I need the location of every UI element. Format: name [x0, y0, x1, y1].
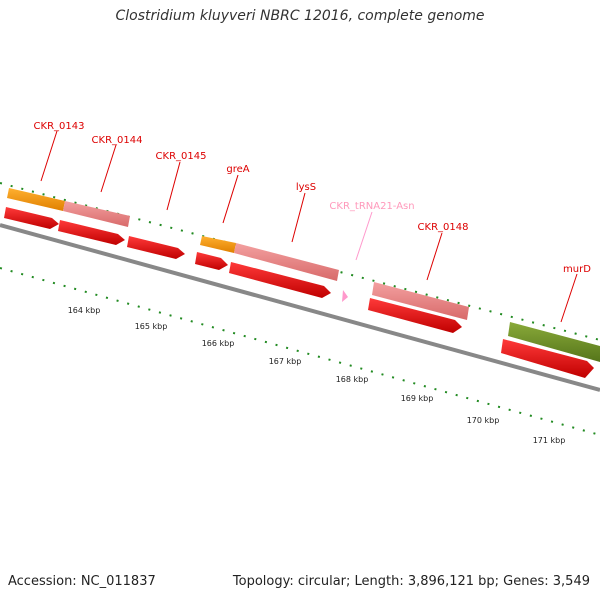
- leader-ckr-0143: [40, 130, 58, 182]
- leader-trna: [355, 211, 373, 261]
- label-ckr-0145[interactable]: CKR_0145: [156, 151, 207, 162]
- gene-ckr-0143-bar[interactable]: [7, 188, 65, 211]
- scale-label-171: 171 kbp: [533, 436, 566, 445]
- label-leaders: [40, 130, 578, 323]
- gene-ckr-0144-bar[interactable]: [63, 201, 130, 227]
- label-ckr-0143[interactable]: CKR_0143: [34, 121, 85, 132]
- gene-lyss-bar[interactable]: [234, 243, 339, 281]
- leader-murd: [560, 273, 578, 323]
- gene-labels: CKR_0143 CKR_0144 CKR_0145 greA lysS CKR…: [34, 121, 592, 275]
- gene-murd-bar[interactable]: [508, 322, 600, 362]
- cds-grea-arrow[interactable]: [195, 252, 228, 270]
- leader-grea: [222, 174, 239, 224]
- scale-label-164: 164 kbp: [68, 306, 101, 315]
- cds-track: [4, 207, 594, 378]
- scale-label-167: 167 kbp: [269, 357, 302, 366]
- trna-asn-arrow[interactable]: [342, 290, 348, 302]
- genome-summary-text: Topology: circular; Length: 3,896,121 bp…: [232, 574, 590, 589]
- leader-ckr-0144: [100, 144, 117, 193]
- scale-label-170: 170 kbp: [467, 416, 500, 425]
- leader-ckr-0148: [426, 232, 443, 281]
- leader-ckr-0145: [166, 161, 181, 211]
- scale-label-169: 169 kbp: [401, 394, 434, 403]
- scale-label-168: 168 kbp: [336, 375, 369, 384]
- accession-text: Accession: NC_011837: [8, 574, 156, 589]
- cds-ckr-0145-arrow[interactable]: [127, 236, 185, 259]
- label-ckr-0144[interactable]: CKR_0144: [92, 135, 143, 146]
- cds-ckr-0148-arrow[interactable]: [368, 298, 462, 333]
- gene-grea-bar[interactable]: [200, 236, 236, 253]
- gene-track: [7, 188, 600, 362]
- label-murd[interactable]: murD: [563, 264, 591, 275]
- leader-lyss: [291, 192, 306, 243]
- gene-ckr-0148-bar[interactable]: [372, 282, 469, 320]
- label-lyss[interactable]: lysS: [296, 182, 316, 193]
- scale-labels: 164 kbp 165 kbp 166 kbp 167 kbp 168 kbp …: [68, 306, 566, 445]
- scale-label-165: 165 kbp: [135, 322, 168, 331]
- cds-murd-arrow[interactable]: [501, 339, 594, 378]
- map-title: Clostridium kluyveri NBRC 12016, complet…: [115, 8, 485, 24]
- label-ckr-0148[interactable]: CKR_0148: [418, 222, 469, 233]
- genome-backbone: [0, 223, 600, 392]
- cds-ckr-0143-arrow[interactable]: [4, 207, 59, 229]
- cds-ckr-0144-arrow[interactable]: [58, 220, 125, 245]
- label-grea[interactable]: greA: [226, 164, 249, 175]
- scale-label-166: 166 kbp: [202, 339, 235, 348]
- label-ckr-trna21-asn[interactable]: CKR_tRNA21-Asn: [329, 201, 414, 212]
- cds-lyss-arrow[interactable]: [229, 262, 331, 298]
